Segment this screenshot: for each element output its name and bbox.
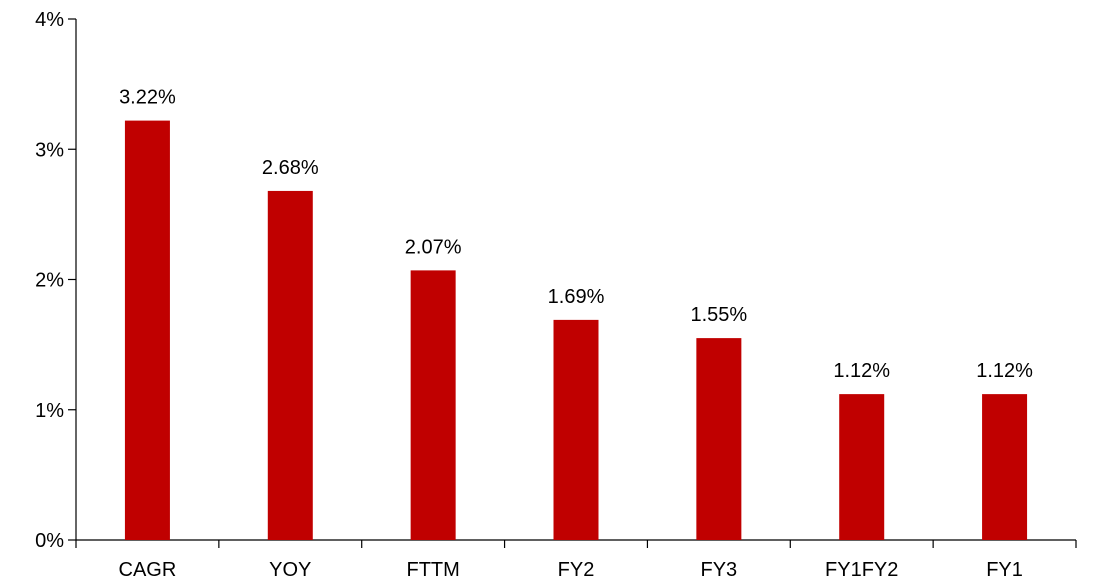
y-tick-label: 4%: [35, 9, 64, 31]
x-tick-label: FY1: [986, 559, 1023, 581]
y-tick-label: 1%: [35, 400, 64, 422]
x-tick-label: FY1FY2: [825, 559, 898, 581]
bar-value-label: 1.12%: [976, 360, 1033, 382]
y-axis: 0% 1% 2% 3% 4%: [35, 9, 77, 552]
bar: [124, 120, 170, 540]
x-tick-label: CAGR: [119, 559, 177, 581]
y-tick-label: 2%: [35, 270, 64, 292]
bar-value-label: 1.69%: [548, 286, 605, 308]
bar: [696, 338, 742, 540]
bar-value-label: 3.22%: [119, 87, 176, 109]
bar: [553, 319, 599, 540]
bar-value-label: 2.07%: [405, 236, 462, 258]
x-tick-label: YOY: [269, 559, 311, 581]
x-tick-label: FTTM: [406, 559, 459, 581]
bar: [839, 394, 885, 540]
bars: [124, 120, 1028, 540]
bar: [982, 394, 1028, 540]
bar: [410, 270, 456, 540]
x-tick-label: FY3: [701, 559, 738, 581]
bar-value-label: 1.55%: [690, 304, 747, 326]
x-axis: CAGR YOY FTTM FY2 FY3 FY1FY2 FY1: [75, 539, 1077, 581]
bar-value-label: 2.68%: [262, 157, 319, 179]
x-tick-label: FY2: [558, 559, 595, 581]
bar-value-label: 1.12%: [833, 360, 890, 382]
bar: [267, 190, 313, 540]
data-labels: 3.22% 2.68% 2.07% 1.69% 1.55% 1.12% 1.12%: [119, 87, 1033, 383]
y-tick-label: 3%: [35, 139, 64, 161]
y-tick-label: 0%: [35, 530, 64, 552]
